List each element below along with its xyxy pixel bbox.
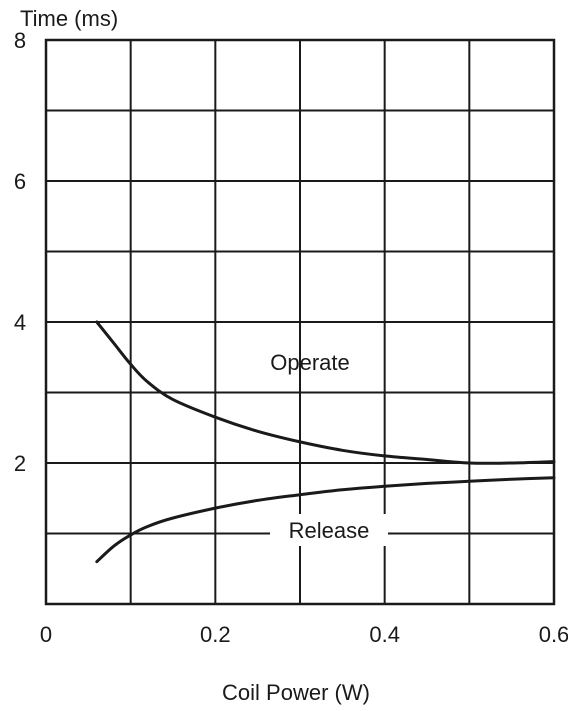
release-label-background [270, 514, 388, 546]
x-tick-label: 0.6 [539, 622, 568, 647]
y-axis-ticks: 2 4 6 8 [14, 28, 26, 476]
x-tick-label: 0 [40, 622, 52, 647]
operate-curve [95, 320, 556, 465]
y-tick-label: 4 [14, 310, 26, 335]
release-series-label: Release [289, 518, 370, 543]
plot-frame [44, 38, 556, 606]
y-tick-label: 2 [14, 451, 26, 476]
operate-series-label: Operate [270, 350, 350, 375]
y-tick-label: 8 [14, 28, 26, 53]
y-axis-title: Time (ms) [20, 6, 118, 31]
y-tick-label: 6 [14, 169, 26, 194]
x-axis-title: Coil Power (W) [222, 680, 370, 705]
x-tick-label: 0.4 [369, 622, 400, 647]
series-curves [95, 320, 556, 564]
x-tick-label: 0.2 [200, 622, 231, 647]
release-curve [95, 476, 556, 564]
x-axis-ticks: 0 0.2 0.4 0.6 [40, 622, 568, 647]
